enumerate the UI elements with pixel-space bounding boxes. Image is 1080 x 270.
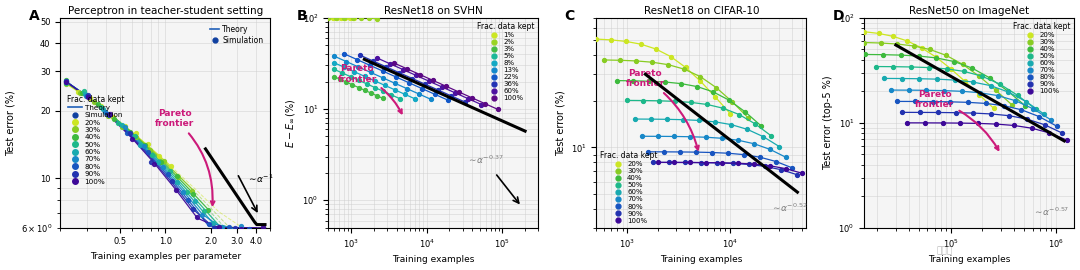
Title: Perceptron in teacher-student setting: Perceptron in teacher-student setting	[68, 6, 262, 16]
Legend: 20%, 30%, 40%, 50%, 60%, 70%, 80%, 90%, 100%: 20%, 30%, 40%, 50%, 60%, 70%, 80%, 90%, …	[599, 151, 659, 224]
Y-axis label: Test error (%): Test error (%)	[5, 90, 15, 156]
Legend: 1%, 2%, 3%, 5%, 8%, 13%, 22%, 36%, 60%, 100%: 1%, 2%, 3%, 5%, 8%, 13%, 22%, 36%, 60%, …	[476, 21, 535, 102]
X-axis label: Training examples per parameter: Training examples per parameter	[90, 252, 241, 261]
Text: $\sim\!\alpha^{-0.37}$: $\sim\!\alpha^{-0.37}$	[468, 154, 504, 166]
Y-axis label: Test error (top-5 %): Test error (top-5 %)	[823, 75, 833, 170]
Title: ResNet50 on ImageNet: ResNet50 on ImageNet	[909, 6, 1029, 16]
Text: 量子位: 量子位	[937, 247, 953, 256]
Legend: Theory, Simulation, 20%, 30%, 40%, 50%, 60%, 70%, 80%, 90%, 100%: Theory, Simulation, 20%, 30%, 40%, 50%, …	[66, 94, 125, 185]
Title: ResNet18 on CIFAR-10: ResNet18 on CIFAR-10	[644, 6, 759, 16]
Text: A: A	[29, 9, 40, 23]
Legend: 20%, 30%, 40%, 50%, 60%, 70%, 80%, 90%, 100%: 20%, 30%, 40%, 50%, 60%, 70%, 80%, 90%, …	[1012, 21, 1071, 95]
Text: Pareto
frontier: Pareto frontier	[915, 90, 998, 150]
Text: $\sim\!\alpha^{-1}$: $\sim\!\alpha^{-1}$	[247, 173, 274, 185]
Text: D: D	[833, 9, 845, 23]
Title: ResNet18 on SVHN: ResNet18 on SVHN	[384, 6, 483, 16]
Text: Pareto
frontier: Pareto frontier	[337, 64, 402, 113]
Y-axis label: $E - E_\infty\,(\%)$: $E - E_\infty\,(\%)$	[284, 98, 297, 148]
Text: $\sim\!\alpha^{-0.57}$: $\sim\!\alpha^{-0.57}$	[1032, 205, 1069, 218]
Text: Pareto
frontier: Pareto frontier	[154, 109, 215, 205]
Text: C: C	[565, 9, 575, 23]
Y-axis label: Test error (%): Test error (%)	[555, 90, 565, 156]
X-axis label: Training examples: Training examples	[392, 255, 474, 264]
Text: $\sim\!\alpha^{-0.52}$: $\sim\!\alpha^{-0.52}$	[771, 202, 808, 214]
Text: B: B	[297, 9, 308, 23]
X-axis label: Training examples: Training examples	[928, 255, 1011, 264]
X-axis label: Training examples: Training examples	[660, 255, 742, 264]
Text: Pareto
frontier: Pareto frontier	[625, 69, 699, 150]
